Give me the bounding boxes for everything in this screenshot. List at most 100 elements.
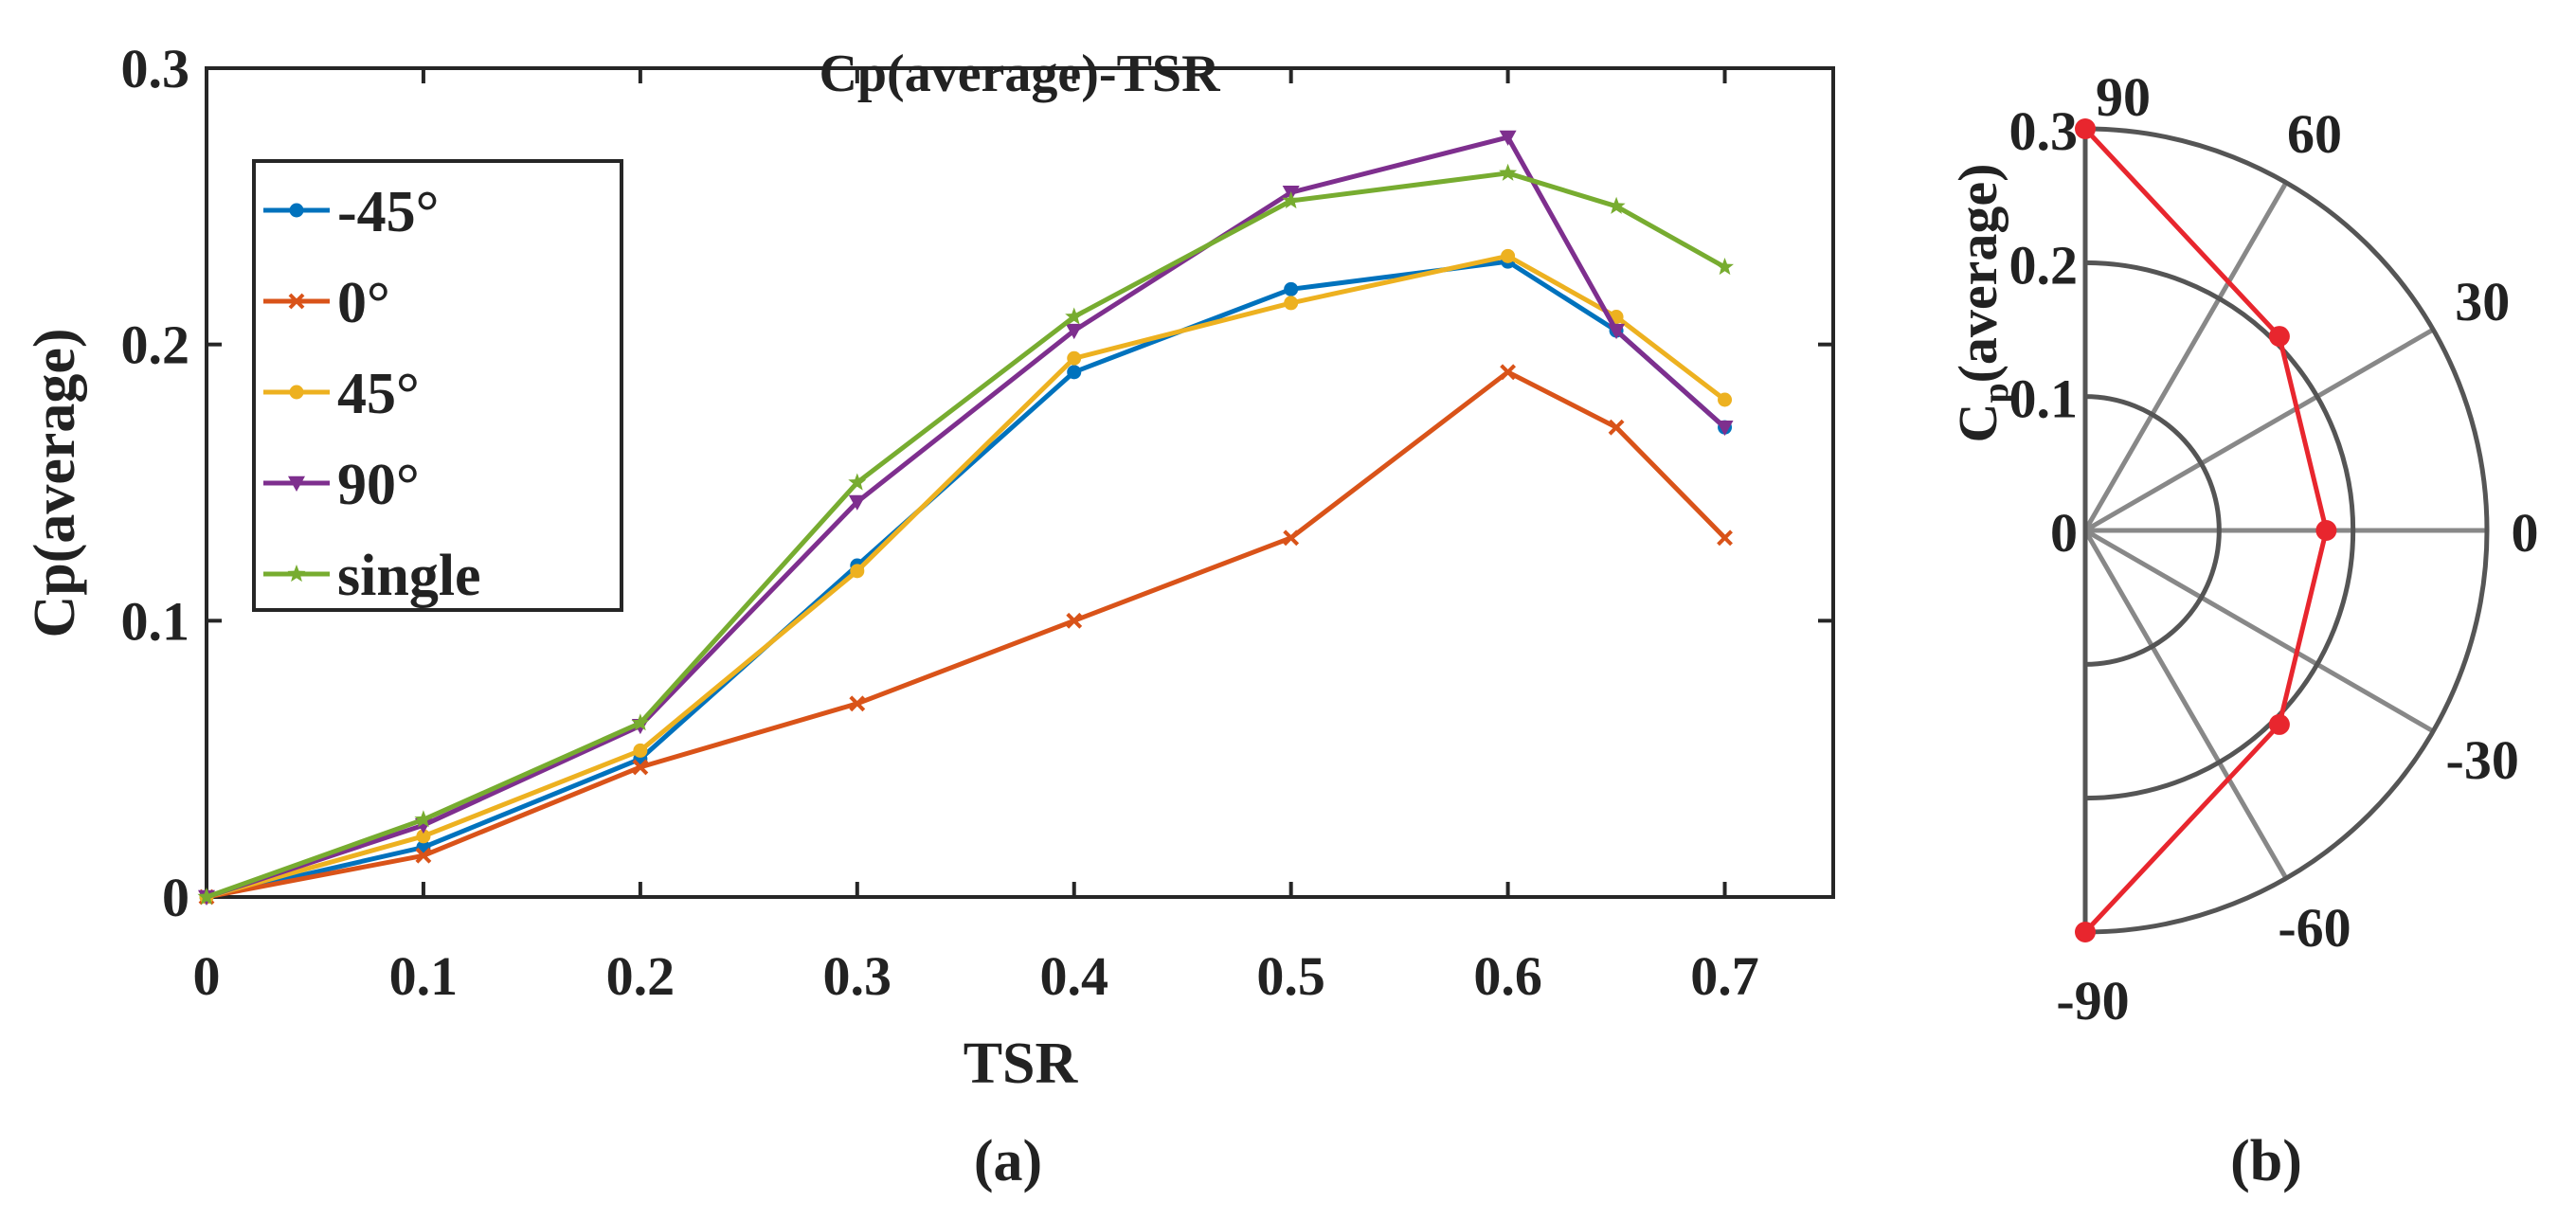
data-point — [414, 810, 433, 828]
x-axis-label: TSR — [964, 1032, 1079, 1096]
series-0 — [198, 364, 1733, 906]
data-point — [849, 695, 866, 712]
data-point — [1282, 191, 1301, 209]
data-point — [1716, 258, 1734, 276]
data-point — [415, 847, 432, 864]
data-point — [1718, 392, 1733, 407]
data-point — [1499, 163, 1518, 181]
x-tick-label: 0.3 — [823, 945, 892, 1007]
polar-data-point — [2268, 326, 2290, 348]
chart-title: Cp(average)-TSR — [819, 45, 1220, 103]
polar-r-axis-label-rest: (average) — [1947, 164, 2009, 384]
legend-entry-single: single — [263, 544, 481, 608]
polar-data-point — [2075, 922, 2096, 942]
x-tick-label: 0.5 — [1256, 945, 1325, 1007]
data-point — [631, 713, 650, 731]
y-axis-label: Cp(average) — [23, 328, 87, 637]
data-point — [632, 759, 649, 776]
data-point — [1608, 419, 1625, 436]
legend-entry-0: 0° — [263, 271, 390, 335]
polar-data-point — [2268, 713, 2290, 735]
data-point — [1607, 196, 1626, 214]
polar-angle-tick-label: -30 — [2446, 729, 2519, 791]
polar-angle-tick-label: 0 — [2512, 502, 2539, 564]
series-group — [197, 130, 1734, 906]
data-point — [1716, 420, 1734, 437]
data-point — [1717, 529, 1733, 547]
legend: -45° 0° 45° 90° single — [252, 159, 623, 612]
legend-marker — [288, 293, 305, 310]
polar-r-tick-label: 0.2 — [2009, 234, 2079, 296]
polar-r-axis-label-main: C — [1947, 404, 2009, 443]
legend-label: 45° — [337, 362, 420, 426]
x-tick-label: 0.2 — [606, 945, 676, 1007]
legend-marker — [289, 203, 304, 218]
polar-r-tick-label: 0.1 — [2009, 368, 2079, 430]
polar-grid — [2082, 126, 2490, 935]
data-point — [1067, 365, 1082, 380]
y-axis-ticks: 0 0.1 0.2 0.3 — [121, 38, 1833, 928]
data-point — [848, 473, 867, 491]
polar-angle-tick-label: 30 — [2455, 271, 2510, 332]
data-point — [1608, 323, 1626, 340]
polar-spoke — [2083, 528, 2435, 734]
legend-entry-45: -45° — [263, 180, 439, 244]
data-point — [1066, 612, 1083, 629]
polar-spoke — [2082, 529, 2289, 880]
polar-angle-tick-label: -60 — [2278, 897, 2351, 959]
x-tick-label: 0 — [193, 945, 221, 1007]
polar-r-tick-label: 0 — [2050, 502, 2078, 564]
data-point — [633, 743, 648, 758]
x-tick-label: 0.1 — [389, 945, 459, 1007]
polar-r-axis-label-sub: p — [1976, 383, 2016, 403]
y-tick-label: 0.2 — [121, 314, 190, 376]
legend-label: 0° — [337, 271, 390, 335]
data-point — [848, 494, 866, 511]
y-tick-label: 0 — [162, 867, 189, 928]
data-point — [850, 564, 865, 579]
polar-spoke — [2082, 181, 2289, 532]
data-point — [1067, 350, 1082, 366]
y-tick-label: 0.1 — [121, 590, 190, 652]
line-chart-panel: Cp(average)-TSR 0 0.1 0.2 0.3 0 0.1 0.2 0.3 0.4… — [23, 38, 1835, 1193]
polar-r-axis-label: Cp(average) — [1947, 164, 2016, 443]
radial-tick-labels: 0 0.1 0.2 0.3 — [2009, 100, 2079, 564]
legend-entry-90: 90° — [263, 453, 420, 517]
legend-label: -45° — [337, 180, 439, 244]
data-point — [1500, 364, 1517, 381]
polar-r-tick-label: 0.3 — [2009, 100, 2079, 162]
polar-angle-tick-label: 60 — [2287, 103, 2342, 165]
data-point — [416, 829, 431, 844]
polar-ring — [2084, 260, 2356, 801]
data-point — [1284, 296, 1299, 311]
polar-data-point — [2075, 118, 2096, 139]
data-point — [1283, 529, 1300, 547]
polar-angle-tick-label: -90 — [2056, 970, 2129, 1032]
panel-label-a: (a) — [974, 1129, 1042, 1193]
x-tick-label: 0.4 — [1039, 945, 1108, 1007]
data-point — [1499, 130, 1517, 146]
x-tick-label: 0.6 — [1473, 945, 1542, 1007]
x-tick-label: 0.7 — [1690, 945, 1759, 1007]
polar-data-point — [2315, 520, 2337, 541]
data-point — [1284, 281, 1299, 296]
data-point — [1501, 248, 1516, 263]
polar-spoke — [2083, 327, 2435, 533]
series-single — [197, 163, 1734, 906]
legend-marker — [288, 475, 305, 492]
legend-box — [252, 159, 623, 612]
y-tick-label: 0.3 — [121, 38, 190, 99]
legend-label: single — [337, 544, 481, 608]
polar-series-group — [2075, 118, 2337, 942]
panel-label-b: (b) — [2230, 1129, 2302, 1193]
polar-angle-tick-label: 90 — [2096, 66, 2151, 128]
legend-entry-45: 45° — [263, 362, 420, 426]
polar-series-cp-average — [2075, 118, 2337, 942]
legend-marker — [289, 385, 304, 400]
data-point — [197, 888, 216, 906]
data-point — [1065, 307, 1084, 325]
data-point — [1065, 323, 1083, 340]
legend-marker — [287, 565, 306, 583]
